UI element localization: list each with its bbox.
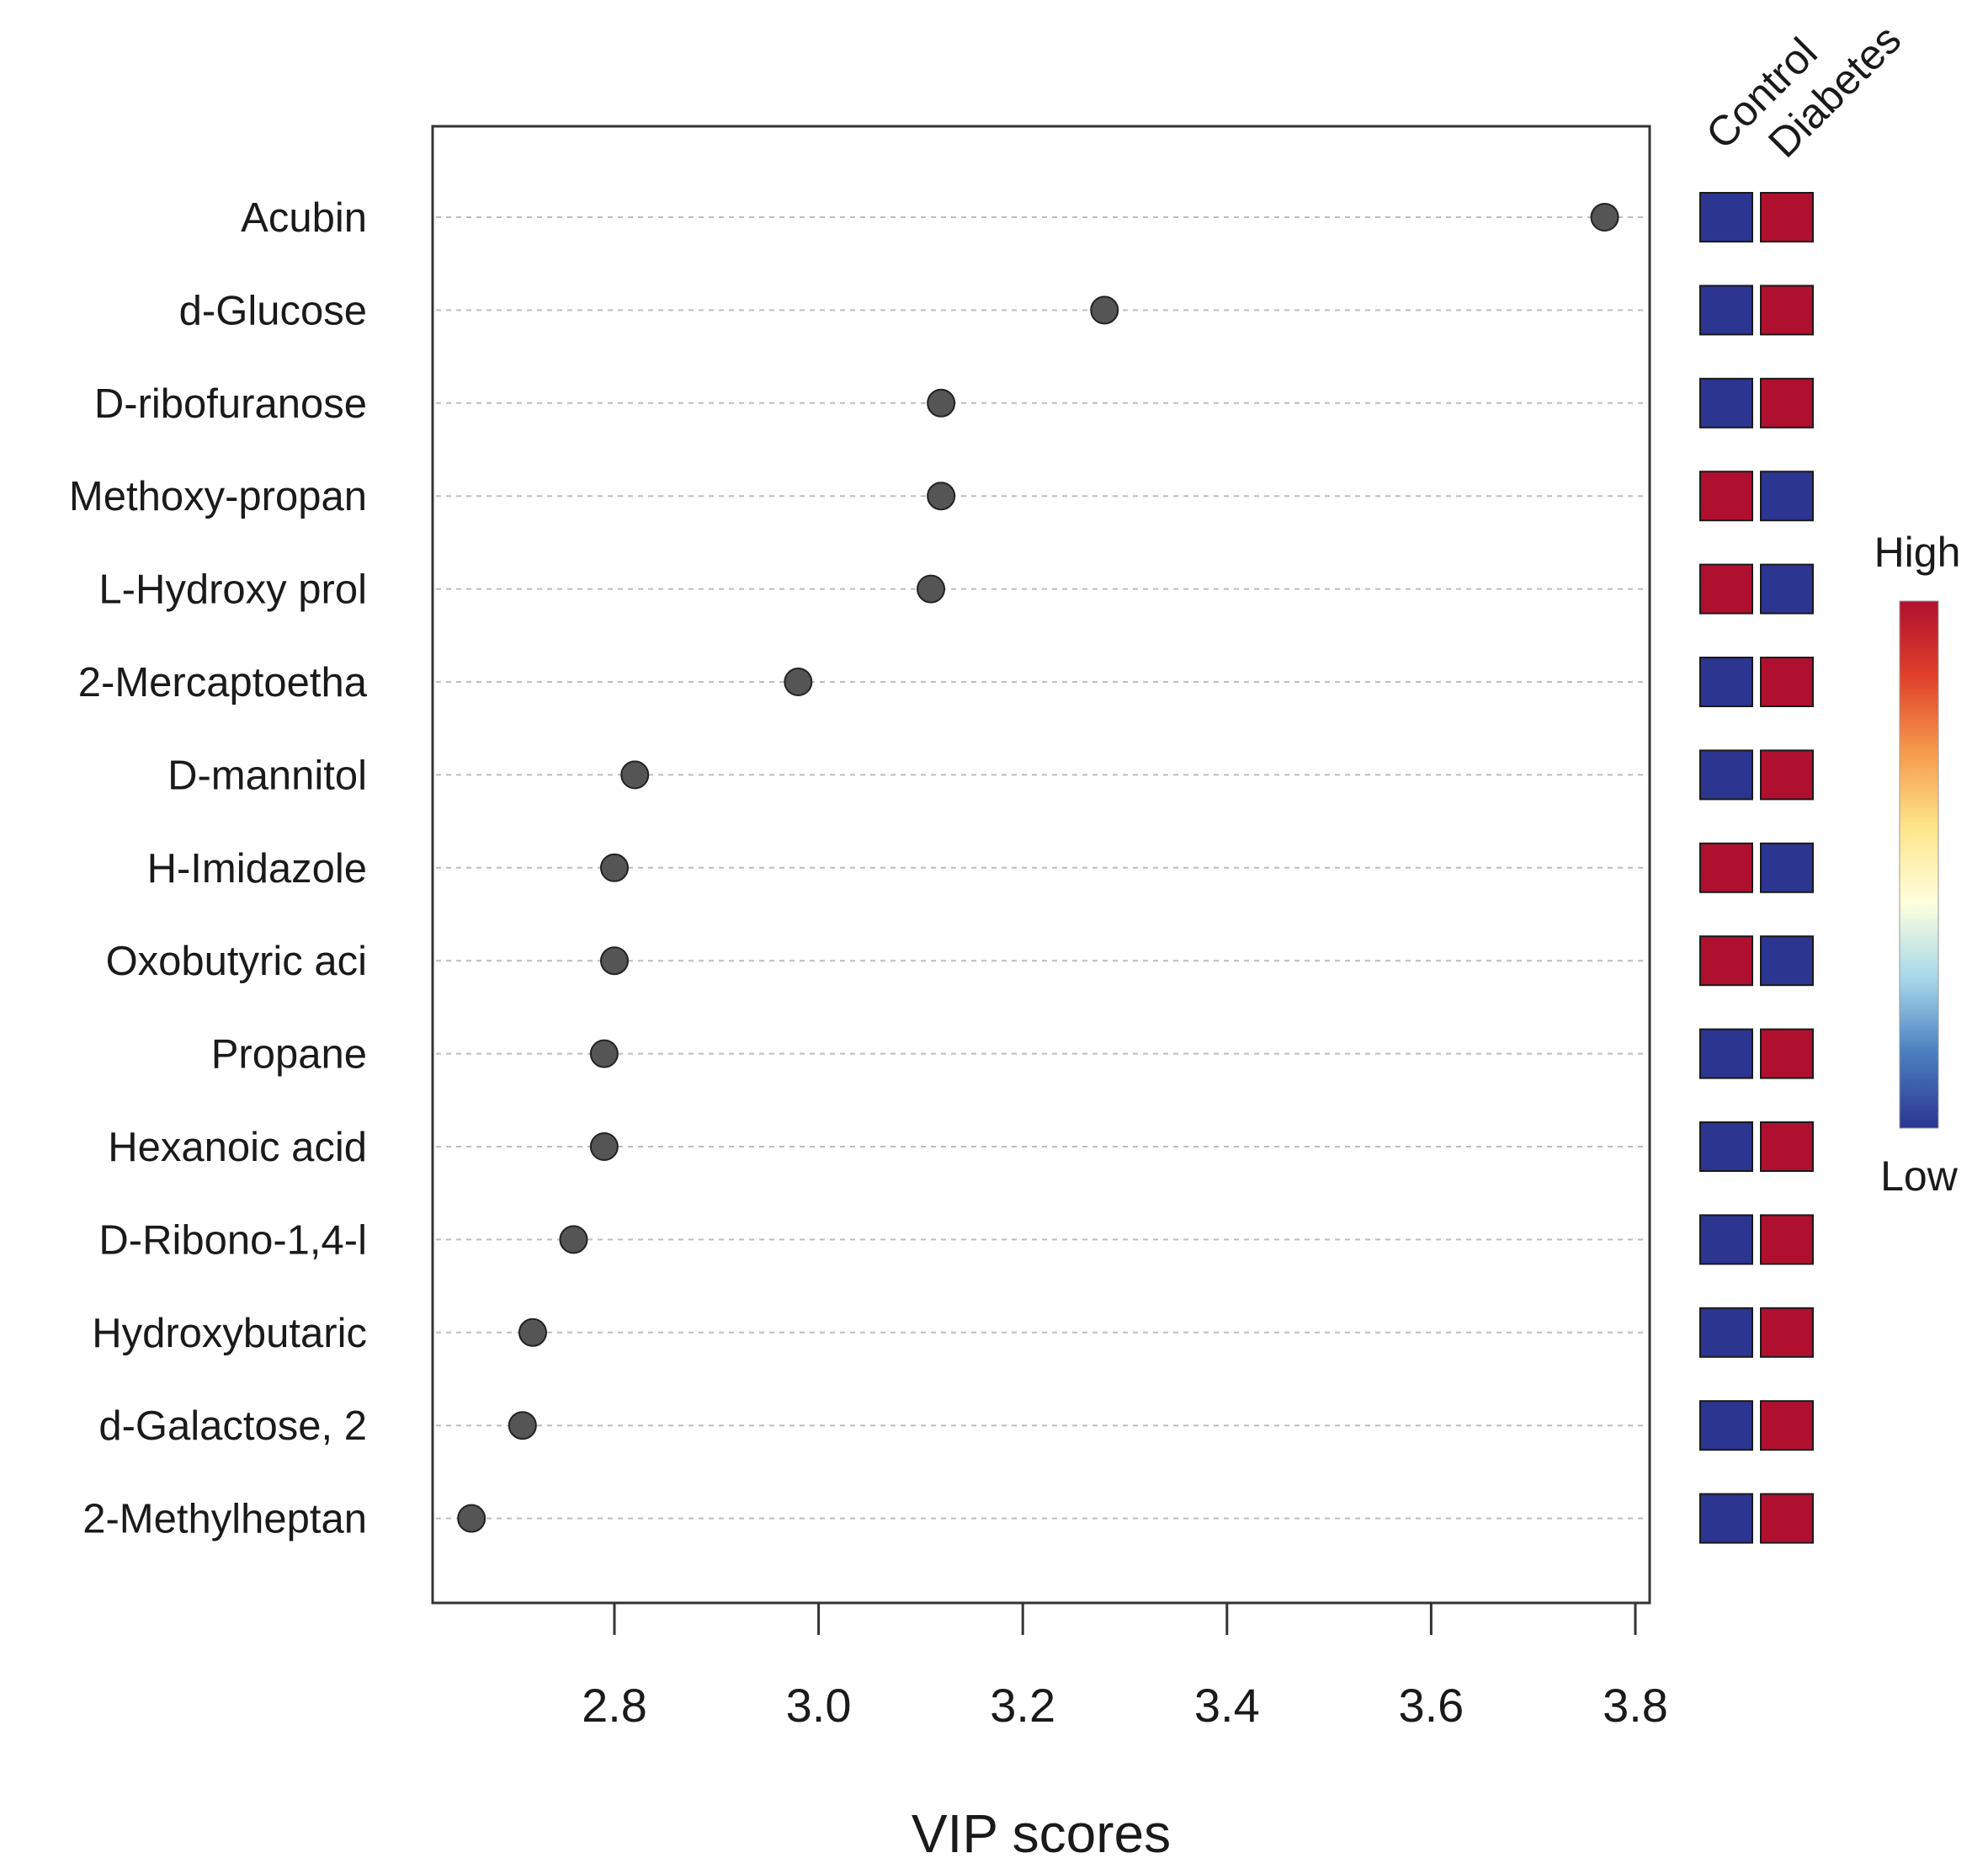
- heatmap-cell-diabetes: [1760, 563, 1814, 615]
- group-heatmap: [1699, 192, 1814, 1544]
- heatmap-cell-control: [1699, 1307, 1753, 1358]
- heatmap-cell-control: [1699, 1400, 1753, 1451]
- heatmap-cell-control: [1699, 471, 1753, 522]
- category-label: L-Hydroxy prol: [98, 567, 367, 613]
- color-legend: High Low: [1874, 529, 1961, 1200]
- category-label: 2-Methylheptan: [82, 1497, 367, 1542]
- heatmap-cell-control: [1699, 1493, 1753, 1544]
- heatmap-cell-diabetes: [1760, 842, 1814, 893]
- x-axis: 2.8 3.0 3.2 3.4 3.6 3.8: [582, 1601, 1668, 1732]
- heatmap-cell-diabetes: [1760, 657, 1814, 707]
- data-point: [784, 668, 813, 696]
- heatmap-cell-diabetes: [1760, 1400, 1814, 1451]
- data-points: [457, 203, 1619, 1533]
- category-label: D-mannitol: [167, 753, 367, 798]
- heatmap-cell-control: [1699, 1121, 1753, 1172]
- heatmap-cell-control: [1699, 192, 1753, 242]
- heatmap-cell-control: [1699, 749, 1753, 801]
- data-point: [559, 1225, 588, 1254]
- data-point: [600, 946, 629, 976]
- data-point: [917, 574, 946, 604]
- heatmap-cell-diabetes: [1760, 1214, 1814, 1265]
- data-point: [927, 482, 956, 511]
- data-point: [927, 388, 956, 418]
- heatmap-cell-diabetes: [1760, 1028, 1814, 1079]
- x-tick-label: 3.4: [1194, 1679, 1260, 1732]
- x-tick-label: 3.0: [786, 1679, 852, 1732]
- category-label: D-ribofuranose: [94, 381, 367, 427]
- heatmap-cell-diabetes: [1760, 285, 1814, 336]
- data-point: [620, 760, 650, 790]
- x-axis-title: VIP scores: [912, 1803, 1171, 1864]
- category-labels: Acubin d-Glucose D-ribofuranose Methoxy-pro…: [69, 195, 368, 1542]
- x-tick-label: 3.8: [1603, 1679, 1668, 1732]
- category-label: Oxobutyric aci: [106, 939, 367, 984]
- heatmap-cell-diabetes: [1760, 471, 1814, 522]
- data-point: [1590, 203, 1619, 232]
- category-label: d-Galactose, 2: [98, 1403, 367, 1449]
- heatmap-cell-diabetes: [1760, 1493, 1814, 1544]
- legend-high-label: High: [1874, 529, 1961, 576]
- category-label: Acubin: [241, 195, 367, 241]
- data-point: [589, 1039, 619, 1068]
- heatmap-cell-diabetes: [1760, 1121, 1814, 1172]
- category-label: Hexanoic acid: [108, 1125, 367, 1170]
- x-tick-label: 3.6: [1398, 1679, 1464, 1732]
- heatmap-cell-control: [1699, 1214, 1753, 1265]
- heatmap-cell-control: [1699, 285, 1753, 336]
- legend-low-label: Low: [1880, 1153, 1959, 1200]
- heatmap-cell-diabetes: [1760, 192, 1814, 242]
- heatmap-cell-control: [1699, 935, 1753, 987]
- heatmap-cell-diabetes: [1760, 749, 1814, 801]
- data-point: [518, 1318, 547, 1347]
- category-label: D-Ribono-1,4-l: [98, 1217, 367, 1263]
- heatmap-cell-control: [1699, 377, 1753, 429]
- heatmap-cell-diabetes: [1760, 1307, 1814, 1358]
- legend-color-bar: [1899, 600, 1939, 1129]
- data-point: [589, 1132, 619, 1161]
- category-label: Hydroxybutaric: [92, 1311, 367, 1356]
- category-label: Propane: [211, 1032, 367, 1078]
- heatmap-cell-diabetes: [1760, 377, 1814, 429]
- category-label: Methoxy-propan: [69, 474, 367, 519]
- category-label: d-Glucose: [179, 288, 367, 333]
- data-point: [508, 1411, 537, 1440]
- heatmap-cell-control: [1699, 842, 1753, 893]
- heatmap-cell-control: [1699, 657, 1753, 707]
- x-tick-label: 3.2: [990, 1679, 1055, 1732]
- category-label: H-Imidazole: [147, 846, 367, 892]
- x-tick-label: 2.8: [582, 1679, 647, 1732]
- category-label: 2-Mercaptoetha: [78, 660, 368, 705]
- data-point: [1090, 295, 1119, 325]
- heatmap-cell-control: [1699, 1028, 1753, 1079]
- data-point: [600, 853, 629, 882]
- data-point: [457, 1504, 486, 1533]
- heatmap-cell-control: [1699, 563, 1753, 615]
- heatmap-cell-diabetes: [1760, 935, 1814, 987]
